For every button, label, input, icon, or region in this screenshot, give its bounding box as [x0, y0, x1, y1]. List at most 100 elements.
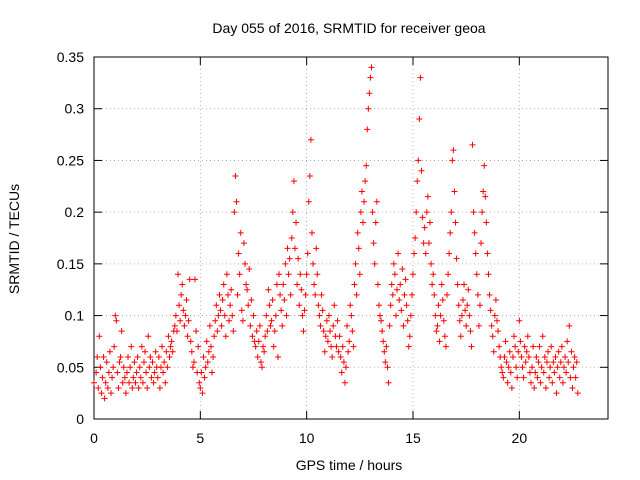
- data-point: [231, 209, 238, 216]
- data-point: [147, 353, 154, 360]
- data-point: [193, 328, 200, 335]
- data-point: [383, 343, 390, 350]
- y-axis-label: SRMTID / TECUs: [6, 184, 22, 294]
- data-point: [574, 390, 581, 397]
- data-point: [541, 353, 548, 360]
- data-point: [521, 343, 528, 350]
- data-point: [164, 364, 171, 371]
- data-point: [280, 281, 287, 288]
- data-point: [498, 364, 505, 371]
- data-point: [402, 276, 409, 283]
- data-point: [114, 369, 121, 376]
- data-point: [113, 317, 120, 324]
- data-point: [159, 343, 166, 350]
- data-point: [451, 188, 458, 195]
- data-point: [142, 348, 149, 355]
- data-point: [219, 297, 226, 304]
- data-point: [135, 384, 142, 391]
- data-point: [229, 312, 236, 319]
- data-point: [166, 353, 173, 360]
- data-point: [556, 374, 563, 381]
- data-point: [138, 343, 145, 350]
- data-point: [423, 209, 430, 216]
- data-point: [273, 281, 280, 288]
- data-point: [405, 343, 412, 350]
- data-point: [436, 338, 443, 345]
- y-tick-label: 0.3: [65, 101, 85, 117]
- data-point: [366, 90, 373, 97]
- data-point: [271, 328, 278, 335]
- data-point: [188, 348, 195, 355]
- data-point: [438, 281, 445, 288]
- data-point: [197, 384, 204, 391]
- data-point: [238, 307, 245, 314]
- data-point: [537, 379, 544, 386]
- data-point: [323, 317, 330, 324]
- data-point: [201, 374, 208, 381]
- data-point: [165, 333, 172, 340]
- data-point: [355, 245, 362, 252]
- data-point: [279, 322, 286, 329]
- data-point: [356, 271, 363, 278]
- data-point: [120, 364, 127, 371]
- data-point: [122, 390, 129, 397]
- data-point: [536, 343, 543, 350]
- data-point: [220, 281, 227, 288]
- data-point: [169, 348, 176, 355]
- data-point: [439, 297, 446, 304]
- data-point: [441, 333, 448, 340]
- data-point: [314, 271, 321, 278]
- data-point: [512, 343, 519, 350]
- data-point: [546, 374, 553, 381]
- data-point: [239, 317, 246, 324]
- data-point: [535, 359, 542, 366]
- data-point: [363, 162, 370, 169]
- data-point: [180, 307, 187, 314]
- data-point: [394, 286, 401, 293]
- data-point: [396, 297, 403, 304]
- data-point: [111, 343, 118, 350]
- data-point: [236, 271, 243, 278]
- data-point: [407, 312, 414, 319]
- data-point: [295, 255, 302, 262]
- data-point: [380, 338, 387, 345]
- data-point: [321, 348, 328, 355]
- data-point: [353, 291, 360, 298]
- data-point: [310, 260, 317, 267]
- data-point: [432, 312, 439, 319]
- data-point: [528, 379, 535, 386]
- data-point: [508, 384, 515, 391]
- data-point: [507, 369, 514, 376]
- data-point: [433, 328, 440, 335]
- data-point: [518, 353, 525, 360]
- data-point: [482, 193, 489, 200]
- data-point: [340, 359, 347, 366]
- data-point: [354, 229, 361, 236]
- data-point: [391, 271, 398, 278]
- data-point: [137, 374, 144, 381]
- data-point: [551, 369, 558, 376]
- data-point: [222, 333, 229, 340]
- data-point: [215, 312, 222, 319]
- data-point: [357, 209, 364, 216]
- data-point: [109, 374, 116, 381]
- data-point: [427, 219, 434, 226]
- data-point: [543, 359, 550, 366]
- data-point: [534, 374, 541, 381]
- data-point: [463, 322, 470, 329]
- data-point: [474, 291, 481, 298]
- data-point: [414, 178, 421, 185]
- data-point: [386, 322, 393, 329]
- data-point: [554, 364, 561, 371]
- data-point: [538, 364, 545, 371]
- data-point: [230, 328, 237, 335]
- data-point: [397, 281, 404, 288]
- data-point: [210, 353, 217, 360]
- data-point: [557, 359, 564, 366]
- data-point: [146, 364, 153, 371]
- data-point: [139, 379, 146, 386]
- data-point: [435, 302, 442, 309]
- data-point: [293, 219, 300, 226]
- data-point: [128, 343, 135, 350]
